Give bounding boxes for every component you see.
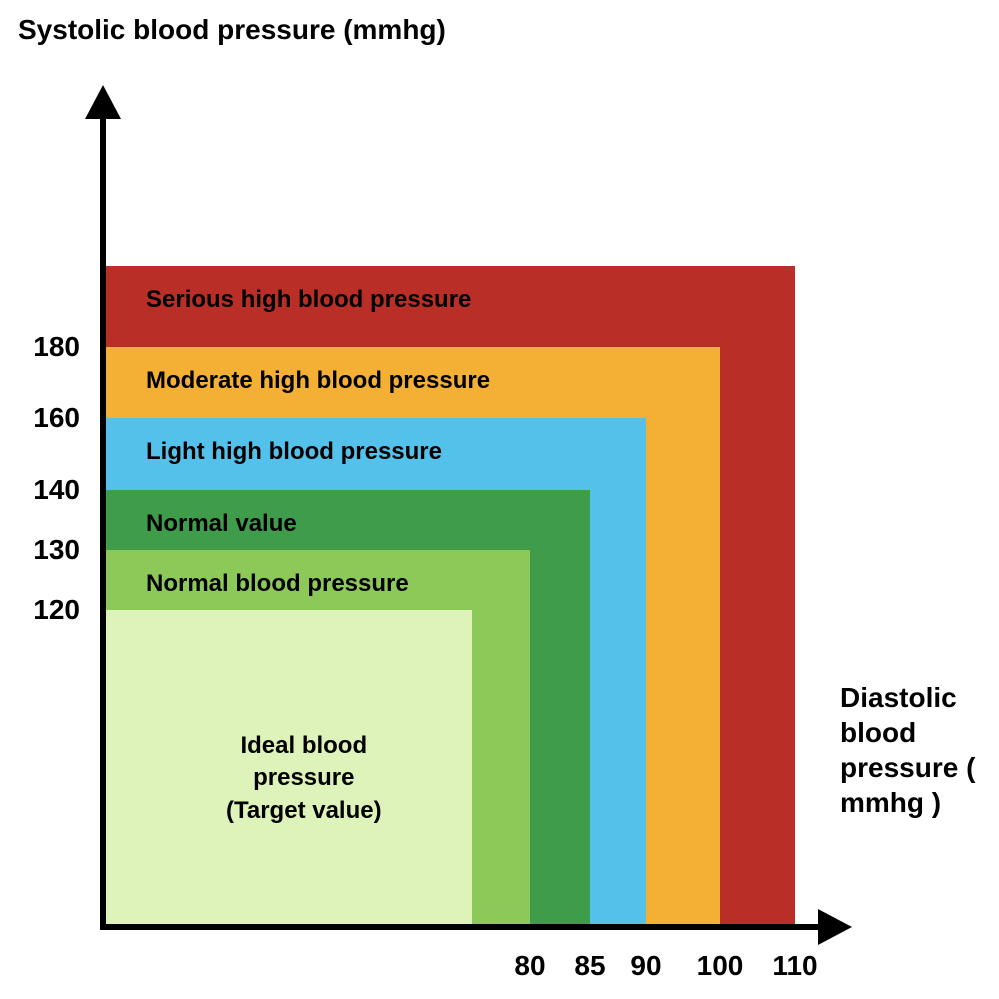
y-tick-180: 180 [0, 331, 80, 363]
region-label-4: Normal blood pressure [146, 570, 409, 598]
y-axis-title: Systolic blood pressure (mmhg) [18, 12, 446, 47]
y-tick-120: 120 [0, 594, 80, 626]
region-label-0: Serious high blood pressure [146, 286, 471, 314]
x-tick-110: 110 [772, 950, 817, 982]
region-label-1: Moderate high blood pressure [146, 367, 490, 395]
y-tick-140: 140 [0, 474, 80, 506]
region-label-2: Light high blood pressure [146, 438, 442, 466]
x-axis-line [100, 924, 820, 930]
y-axis-arrow-icon [85, 85, 121, 119]
x-axis-arrow-icon [818, 909, 852, 945]
x-tick-80: 80 [514, 950, 545, 982]
x-tick-90: 90 [630, 950, 661, 982]
y-tick-130: 130 [0, 534, 80, 566]
region-label-3: Normal value [146, 510, 297, 538]
x-axis-title: Diastolic blood pressure ( mmhg ) [840, 680, 999, 820]
x-tick-85: 85 [574, 950, 605, 982]
y-tick-160: 160 [0, 402, 80, 434]
y-axis-line [100, 110, 106, 930]
x-tick-100: 100 [697, 950, 744, 982]
region-label-5: Ideal blood pressure (Target value) [226, 730, 382, 827]
